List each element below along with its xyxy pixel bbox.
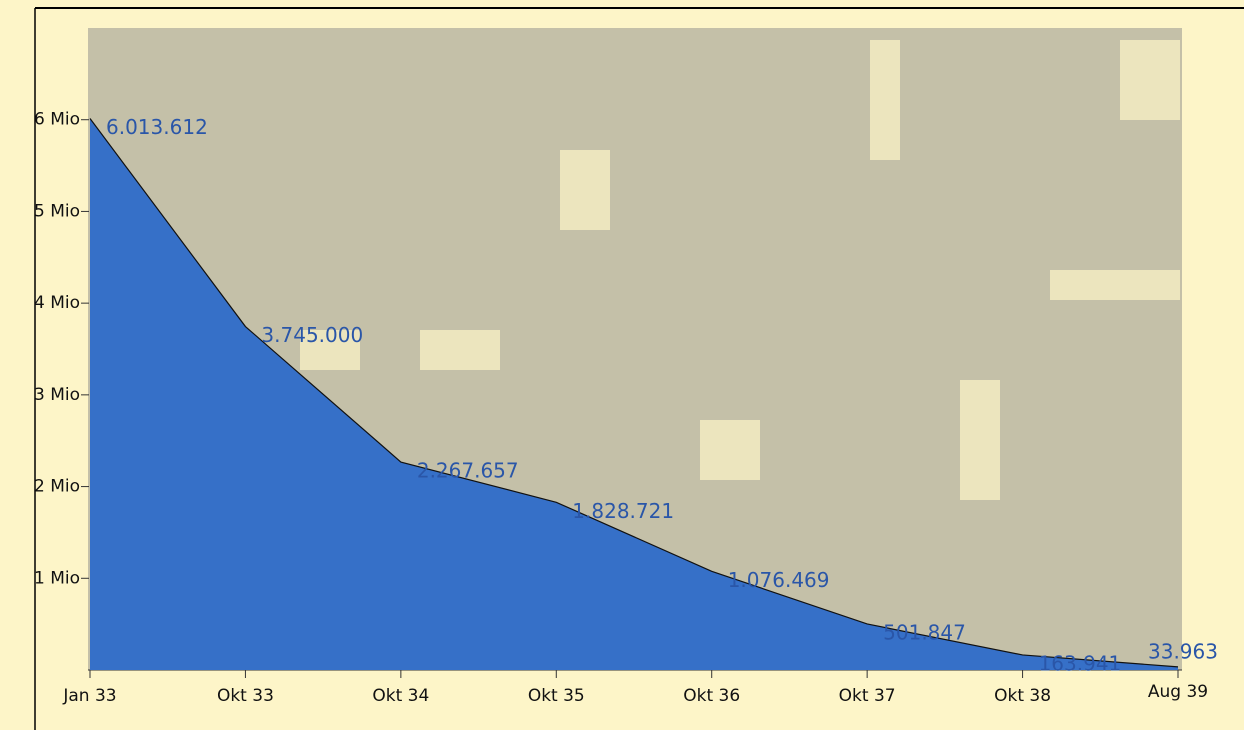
value-label: 1.828.721	[572, 499, 674, 523]
y-tick-label: 5 Mio	[34, 201, 80, 221]
value-label: 6.013.612	[106, 115, 208, 139]
x-tick-label: Okt 34	[372, 686, 429, 706]
x-tick-label: Okt 33	[217, 686, 274, 706]
value-label: 3.745.000	[261, 323, 363, 347]
y-tick-label: 3 Mio	[34, 385, 80, 405]
value-label: 1.076.469	[728, 568, 830, 592]
chart: 1 Mio 2 Mio 3 Mio 4 Mio 5 Mio 6 Mio Jan 33 6.01…	[0, 0, 1244, 730]
value-label: 163.941	[1039, 651, 1122, 675]
y-tick-label: 1 Mio	[34, 568, 80, 588]
x-tick-label: Okt 37	[839, 686, 896, 706]
value-label: 2.267.657	[417, 459, 519, 483]
value-label: 33.963	[1148, 639, 1218, 663]
y-tick-label: 6 Mio	[34, 110, 80, 130]
x-tick-label: Okt 38	[994, 686, 1051, 706]
x-tick-label: Okt 35	[528, 686, 585, 706]
x-tick-label: Okt 36	[683, 686, 740, 706]
y-tick-label: 4 Mio	[34, 293, 80, 313]
x-tick-label: Aug 39	[1148, 682, 1208, 702]
y-tick-label: 2 Mio	[34, 477, 80, 497]
value-label: 501.847	[883, 620, 966, 644]
x-tick-label: Jan 33	[62, 686, 116, 706]
